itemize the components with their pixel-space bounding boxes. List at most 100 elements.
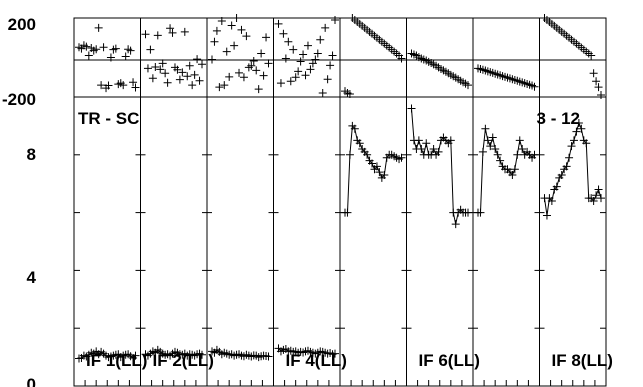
amplitude-line [411, 108, 468, 225]
phase-point [279, 29, 288, 38]
amplitude-point [483, 136, 492, 145]
amplitude-point [345, 150, 354, 159]
panel-label: IF 2(LL) [153, 351, 214, 370]
top-ytick-max: 200 [8, 15, 36, 34]
amplitude-point [434, 147, 443, 156]
phase-point [230, 41, 239, 50]
amplitude-point [451, 220, 460, 229]
amplitude-point [562, 162, 571, 171]
phase-point [126, 46, 135, 55]
amplitude-point [417, 145, 426, 154]
phase-point [587, 51, 596, 60]
phase-point [163, 78, 172, 87]
phase-point [259, 71, 268, 80]
amplitude-point [510, 165, 519, 174]
phase-point [227, 21, 236, 30]
phase-point [321, 23, 330, 32]
phase-point [306, 65, 315, 74]
phase-point [274, 19, 283, 28]
phase-point [183, 72, 192, 81]
amplitude-point [569, 136, 578, 145]
amplitude-point [380, 171, 389, 180]
amplitude-point [582, 139, 591, 148]
phase-point [190, 70, 199, 79]
phase-point [146, 45, 155, 54]
amplitude-point [481, 124, 490, 133]
phase-point [316, 35, 325, 44]
phase-point [284, 37, 293, 46]
phase-point [299, 50, 308, 59]
amplitude-point [414, 136, 423, 145]
amplitude-point [397, 153, 406, 162]
amplitude-point [567, 142, 576, 151]
amplitude-point [572, 127, 581, 136]
phase-point [195, 76, 204, 85]
amplitude-point [491, 145, 500, 154]
amplitude-point [577, 124, 586, 133]
phase-point [217, 16, 226, 25]
panel-label: IF 8(LL) [552, 351, 613, 370]
amplitude-line [478, 128, 535, 214]
amplitude-point [476, 208, 485, 217]
panel-label: IF 6(LL) [419, 351, 480, 370]
phase-point [119, 81, 128, 90]
phase-point [331, 15, 339, 24]
phase-point [397, 54, 406, 63]
amplitude-point [422, 139, 431, 148]
amplitude-point [552, 182, 561, 191]
amplitude-line [544, 121, 602, 216]
phase-point [151, 62, 160, 71]
phase-point [592, 77, 601, 86]
phase-point [222, 47, 231, 56]
amplitude-point [478, 147, 487, 156]
phase-point [242, 32, 251, 41]
chart-frame [73, 17, 607, 387]
phase-point [303, 41, 312, 50]
phase-point [148, 74, 157, 83]
phase-point [262, 33, 271, 42]
amplitude-point [488, 133, 497, 142]
phase-point [328, 51, 337, 60]
amplitude-point [464, 208, 472, 217]
amplitude-point [592, 191, 601, 200]
phase-point [215, 83, 224, 92]
phase-point [594, 83, 603, 92]
phase-point [178, 68, 187, 77]
tick-marks [74, 154, 606, 386]
phase-point [530, 82, 539, 91]
amplitude-point [574, 119, 583, 128]
top-ytick-min: -200 [2, 90, 36, 109]
phase-point [318, 89, 327, 98]
amplitude-point [343, 208, 352, 217]
phase-point [173, 65, 182, 74]
phase-point [129, 78, 138, 87]
main-ytick-0: 0 [27, 375, 36, 387]
amplitude-point [331, 349, 339, 358]
phase-point [158, 59, 167, 68]
phase-point [225, 72, 234, 81]
phase-point [301, 71, 310, 80]
phase-point [237, 25, 246, 34]
phase-point [193, 55, 202, 64]
phase-point [296, 57, 305, 66]
phase-point [210, 37, 219, 46]
amplitude-point [508, 171, 517, 180]
phase-point [121, 52, 130, 61]
phase-point [281, 54, 290, 63]
amplitude-point [589, 197, 598, 206]
phase-point [198, 60, 206, 69]
amplitude-point [557, 171, 566, 180]
phase-point [249, 57, 258, 66]
amplitude-point [446, 136, 455, 145]
corner-label: 3 - 12 [537, 109, 580, 128]
phase-point [247, 61, 256, 70]
phase-point [235, 68, 244, 77]
amplitude-point [264, 352, 273, 361]
phase-point [131, 83, 140, 92]
phase-point [276, 79, 285, 88]
phase-point [143, 64, 152, 73]
phase-point [156, 65, 165, 74]
phase-point [589, 69, 598, 78]
panel-label: IF 1(LL) [86, 351, 147, 370]
phase-point [239, 73, 248, 82]
